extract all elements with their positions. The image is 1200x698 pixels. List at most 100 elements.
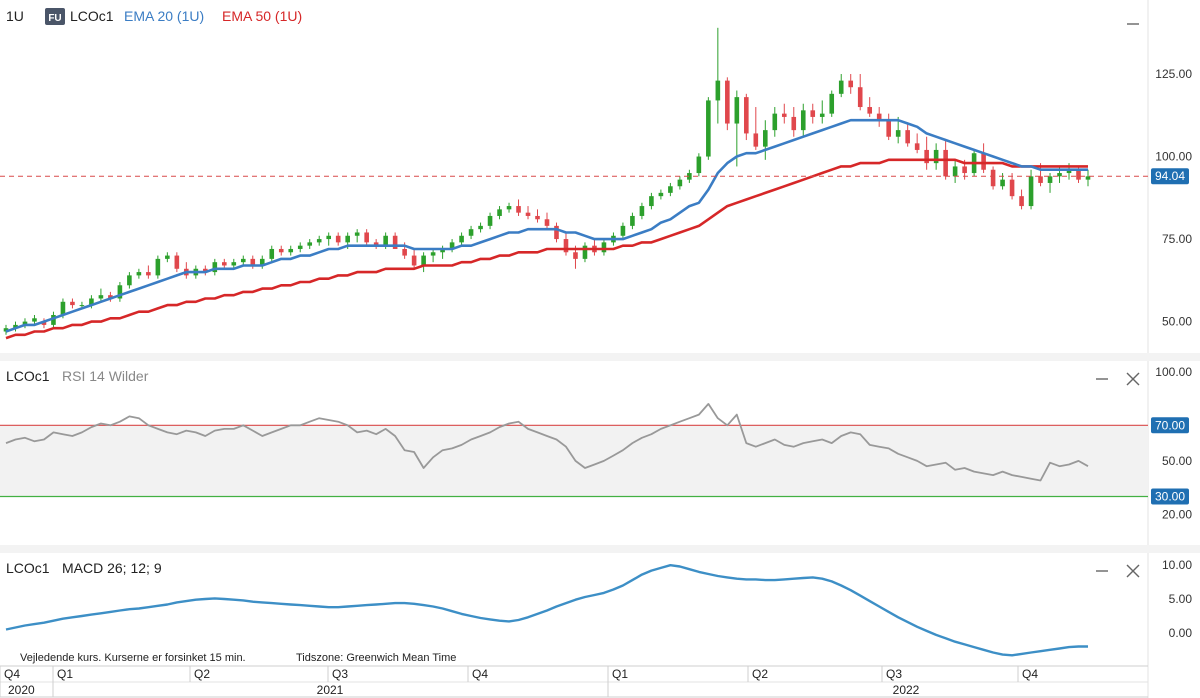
year-label: 2020	[8, 683, 35, 697]
macd-line	[5, 564, 1088, 657]
candle-body	[89, 298, 94, 306]
candle-body	[326, 235, 332, 240]
candle-body	[696, 156, 702, 174]
candle-body	[60, 301, 66, 315]
time-axis[interactable]: Q4 Q1 Q2 Q3 Q4 Q1 Q2 Q3 Q4 2020 2021 2022	[0, 666, 1038, 697]
panel-separator-2[interactable]	[0, 545, 1200, 553]
close-icon[interactable]	[1126, 372, 1140, 386]
candle-body	[1076, 169, 1081, 180]
rsi-line	[5, 402, 1089, 482]
candle-body	[1038, 176, 1043, 183]
candle-body	[838, 80, 844, 94]
candle-body	[98, 295, 104, 299]
symbol-label[interactable]: LCOc1	[70, 8, 114, 24]
candle-body	[41, 321, 47, 325]
candle-body	[364, 232, 369, 243]
candle-body	[639, 206, 645, 216]
y-axis-ticks: 125.00 100.00 75.00 50.00 100.00 70.00 50.00 30…	[1151, 67, 1192, 640]
candle-body	[744, 97, 749, 134]
candle-body	[288, 248, 294, 253]
candle-body	[497, 209, 502, 216]
quarter-label: Q3	[886, 667, 902, 681]
candle-body	[468, 229, 474, 236]
candle-body	[630, 215, 635, 226]
last-price-tag	[1151, 168, 1189, 185]
candle-body	[250, 258, 256, 266]
candle-body	[108, 295, 113, 299]
interval-label[interactable]: 1U	[6, 8, 24, 24]
year-label: 2021	[317, 683, 344, 697]
panel-separator-1[interactable]	[0, 353, 1200, 361]
candle-body	[753, 133, 759, 147]
ema20-legend[interactable]: EMA 20 (1U)	[124, 8, 204, 24]
candle-body	[573, 252, 578, 259]
futures-badge	[45, 8, 65, 25]
candle-body	[449, 242, 455, 249]
y-tick-label: 20.00	[1162, 507, 1192, 521]
candle-body	[658, 192, 664, 197]
candle-body	[563, 239, 569, 253]
candle-body	[734, 97, 740, 124]
quarter-label: Q4	[4, 667, 20, 681]
ema50-legend[interactable]: EMA 50 (1U)	[222, 8, 302, 24]
candle-body	[373, 242, 379, 246]
candle-body	[297, 245, 303, 249]
rsi-indicator-label[interactable]: RSI 14 Wilder	[62, 368, 149, 384]
candle-body	[554, 225, 559, 240]
timezone-label: Tidszone: Greenwich Mean Time	[296, 652, 456, 664]
candle-body	[487, 215, 493, 226]
macd-indicator-label[interactable]: MACD 26; 12; 9	[62, 560, 162, 576]
candle-body	[1057, 173, 1062, 177]
candle-body	[22, 321, 28, 325]
candlestick-series	[3, 27, 1091, 335]
candle-body	[316, 239, 322, 243]
candle-body	[876, 113, 882, 121]
candle-body	[421, 255, 426, 266]
candle-body	[952, 166, 958, 177]
y-tick-label: 5.00	[1169, 592, 1193, 606]
y-tick-label: 0.00	[1169, 626, 1193, 640]
quarter-label: Q4	[472, 667, 488, 681]
y-tick-label: 50.00	[1162, 315, 1192, 329]
candle-body	[506, 206, 512, 210]
candle-body	[535, 215, 540, 220]
candle-body	[933, 149, 939, 164]
candle-body	[259, 258, 265, 266]
candle-body	[212, 262, 218, 273]
candle-body	[706, 100, 711, 157]
candle-body	[725, 80, 730, 124]
candle-body	[1066, 169, 1072, 174]
candle-body	[13, 324, 18, 329]
y-tick-highlight	[1151, 488, 1189, 505]
candle-body	[981, 153, 986, 170]
close-icon[interactable]	[1126, 564, 1140, 578]
candle-body	[677, 179, 683, 187]
candle-body	[459, 235, 464, 243]
candle-body	[354, 232, 360, 236]
quarter-label: Q2	[194, 667, 210, 681]
last-price-label: 94.04	[1155, 169, 1185, 183]
candle-body	[1085, 176, 1091, 180]
candle-body	[165, 255, 170, 259]
candle-body	[943, 149, 948, 177]
candle-body	[1019, 196, 1024, 207]
candle-body	[1009, 179, 1015, 197]
candle-body	[810, 110, 816, 117]
candle-body	[924, 149, 929, 164]
candle-body	[146, 272, 151, 276]
candle-body	[582, 245, 588, 259]
candle-body	[402, 248, 407, 256]
candle-body	[203, 268, 208, 273]
y-tick-label: 10.00	[1162, 558, 1192, 572]
candle-body	[1047, 176, 1053, 183]
quarter-label: Q2	[752, 667, 768, 681]
candle-body	[601, 242, 607, 253]
candle-body	[829, 93, 835, 114]
candle-body	[430, 252, 436, 256]
candle-body	[857, 87, 863, 108]
futures-badge-label: FU	[48, 13, 61, 24]
candle-body	[3, 328, 9, 332]
macd-symbol-label: LCOc1	[6, 560, 50, 576]
candle-body	[383, 235, 388, 246]
